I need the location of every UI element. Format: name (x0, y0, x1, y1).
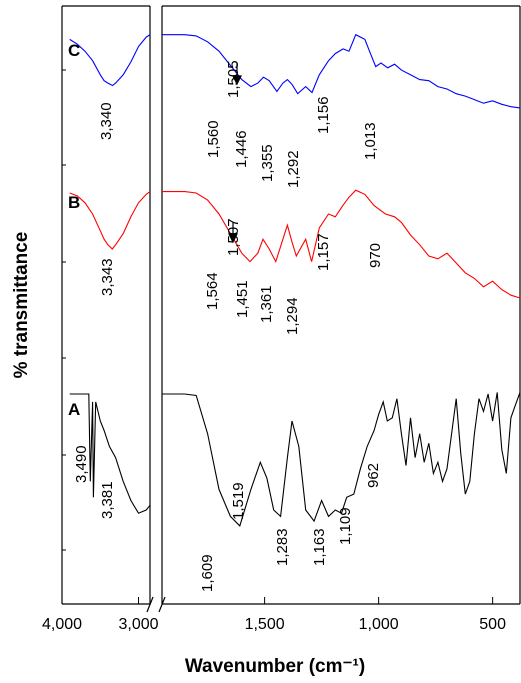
axis-break-mark-2 (158, 596, 166, 613)
axis-break-mark-1 (146, 596, 154, 613)
peak-label-a: 962 (365, 463, 382, 488)
peak-label-b: 1,564 (204, 272, 221, 310)
trace-label-b: B (68, 193, 80, 212)
peak-label-b: 1,294 (284, 297, 301, 335)
series-line-a-high (69, 393, 151, 514)
series-line-a-low (162, 392, 521, 527)
trace-label-c: C (68, 41, 80, 60)
peak-label-b: 3,343 (99, 258, 116, 296)
peak-label-a: 1,163 (311, 528, 328, 566)
x-axis-title: Wavenumber (cm⁻¹) (185, 656, 365, 677)
x-tick-label: 4,000 (42, 616, 82, 633)
peak-label-a: 1,109 (337, 507, 354, 545)
arrow-1507-head (228, 233, 238, 244)
x-tick-label: 500 (479, 616, 506, 633)
peak-label-a: 1,519 (230, 482, 247, 520)
arrow-1505-head (232, 75, 242, 86)
x-tick-label: 3,000 (118, 616, 158, 633)
peak-label-a: 3,490 (73, 445, 90, 483)
peak-label-a: 3,381 (99, 481, 116, 519)
plot-frame (61, 5, 521, 605)
axis-break-marks (146, 596, 166, 613)
arrows (228, 63, 242, 244)
series-line-b-low (162, 189, 521, 299)
y-axis-ticks (62, 69, 66, 551)
peak-annotations: 3,340 1,560 1,505 1,446 1,355 1,292 1,156 1,013… (73, 60, 384, 592)
spectra (69, 33, 521, 527)
peak-label-c: 1,505 (225, 60, 242, 98)
x-axis-ticks: 4,000 3,000 1,500 1,000 500 (42, 597, 506, 633)
peak-label-b: 1,361 (258, 285, 275, 323)
peak-label-b: 1,157 (315, 233, 332, 271)
peak-label-c: 1,446 (233, 130, 250, 168)
peak-label-c: 3,340 (98, 102, 115, 140)
trace-label-a: A (68, 400, 80, 419)
series-line-c-high (69, 34, 151, 87)
peak-label-a: 1,609 (199, 554, 216, 592)
peak-label-a: 1,283 (274, 528, 291, 566)
peak-label-c: 1,355 (259, 144, 276, 182)
peak-label-b: 1,451 (234, 280, 251, 318)
series-line-c-low (162, 33, 521, 109)
peak-label-c: 1,560 (205, 120, 222, 158)
peak-label-b: 970 (367, 243, 384, 268)
peak-label-c: 1,292 (285, 150, 302, 188)
peak-label-c: 1,013 (362, 122, 379, 160)
x-tick-label: 1,000 (359, 616, 399, 633)
peak-label-c: 1,156 (315, 96, 332, 134)
y-axis-title: % transmittance (11, 232, 32, 379)
x-tick-label: 1,500 (245, 616, 285, 633)
series-line-b-high (69, 191, 151, 250)
